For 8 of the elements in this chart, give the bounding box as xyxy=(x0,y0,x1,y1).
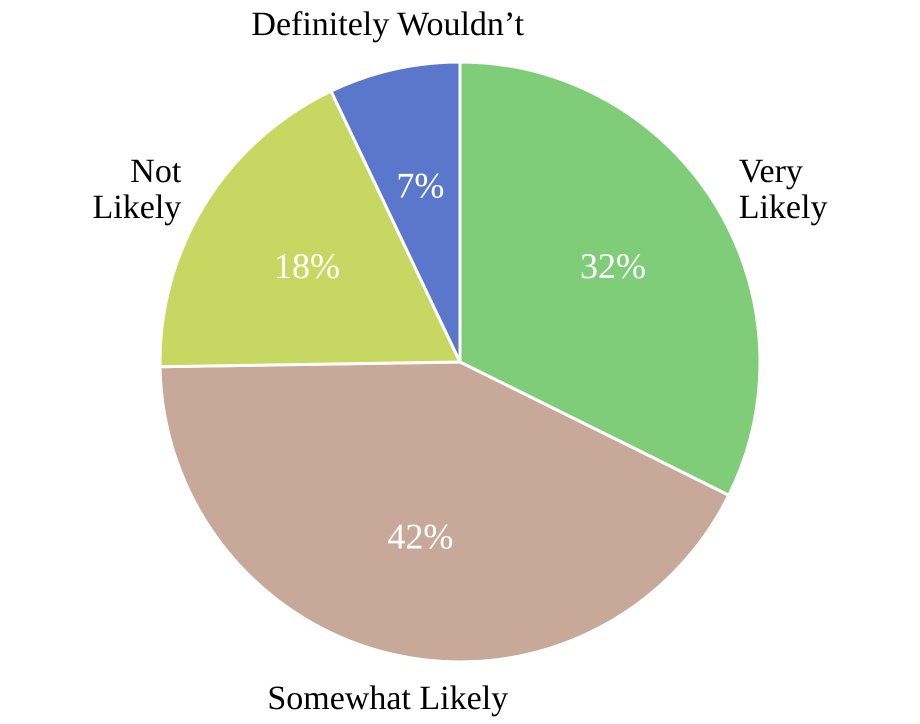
slice-label: Somewhat Likely xyxy=(267,680,508,717)
slice-label: Definitely Wouldn’t xyxy=(251,6,525,44)
data-label: 18% xyxy=(274,246,340,286)
data-label: 42% xyxy=(387,516,454,557)
slice-label: Very Likely xyxy=(738,153,828,226)
data-label: 32% xyxy=(580,246,646,286)
data-label: 7% xyxy=(396,165,444,206)
slice-label: Not Likely xyxy=(92,153,182,226)
